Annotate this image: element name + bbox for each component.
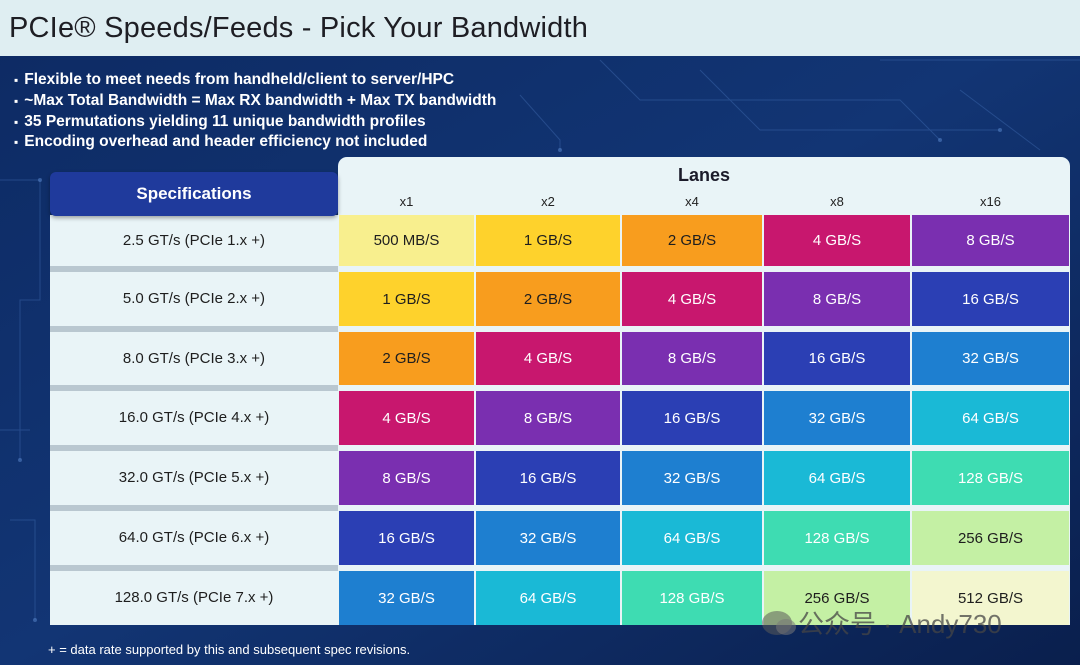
bandwidth-cell: 4 GB/S (476, 332, 620, 385)
bandwidth-cell: 16 GB/S (476, 451, 620, 505)
bandwidth-cell: 128 GB/S (912, 451, 1069, 505)
lanes-header-panel: Lanes x1 x2 x4 x8 x16 (338, 157, 1070, 215)
bullet-item: Encoding overhead and header efficiency … (14, 132, 496, 153)
bandwidth-cell: 4 GB/S (339, 391, 474, 445)
bandwidth-cell: 16 GB/S (339, 511, 474, 565)
specifications-column (50, 215, 338, 625)
bandwidth-cell: 128 GB/S (764, 511, 910, 565)
bullet-list: Flexible to meet needs from handheld/cli… (14, 70, 496, 153)
bandwidth-cell: 32 GB/S (912, 332, 1069, 385)
bandwidth-cell: 1 GB/S (339, 272, 474, 326)
bandwidth-cell: 4 GB/S (622, 272, 762, 326)
bandwidth-cell: 500 MB/S (339, 215, 474, 266)
lane-label-x2: x2 (541, 194, 555, 209)
bandwidth-cell: 32 GB/S (339, 571, 474, 625)
lane-label-x16: x16 (980, 194, 1001, 209)
bandwidth-cell: 16 GB/S (912, 272, 1069, 326)
bandwidth-cell: 32 GB/S (764, 391, 910, 445)
bandwidth-cell: 2 GB/S (622, 215, 762, 266)
title-bar: PCIe® Speeds/Feeds - Pick Your Bandwidth (0, 0, 1080, 56)
bandwidth-cell: 16 GB/S (622, 391, 762, 445)
bandwidth-cell: 64 GB/S (476, 571, 620, 625)
footnote: + = data rate supported by this and subs… (48, 642, 411, 657)
bullet-item: ~Max Total Bandwidth = Max RX bandwidth … (14, 91, 496, 112)
spec-row-label: 8.0 GT/s (PCIe 3.x +) (50, 332, 338, 391)
lane-label-x1: x1 (399, 194, 414, 209)
bandwidth-cell: 256 GB/S (764, 571, 910, 625)
bandwidth-cell: 8 GB/S (476, 391, 620, 445)
bandwidth-cell: 128 GB/S (622, 571, 762, 625)
bandwidth-cell: 64 GB/S (912, 391, 1069, 445)
spec-row-label: 16.0 GT/s (PCIe 4.x +) (50, 391, 338, 451)
page-title: PCIe® Speeds/Feeds - Pick Your Bandwidth (9, 12, 589, 44)
bandwidth-cell: 32 GB/S (622, 451, 762, 505)
lane-label-x4: x4 (685, 194, 699, 209)
bandwidth-cell: 8 GB/S (339, 451, 474, 505)
lanes-heading: Lanes (677, 165, 731, 185)
bandwidth-cell: 4 GB/S (764, 215, 910, 266)
spec-row-label: 2.5 GT/s (PCIe 1.x +) (50, 215, 338, 272)
bandwidth-cell: 64 GB/S (764, 451, 910, 505)
bandwidth-cell: 256 GB/S (912, 511, 1069, 565)
bandwidth-cell: 8 GB/S (764, 272, 910, 326)
lane-label-x8: x8 (830, 194, 844, 209)
spec-row-label: 64.0 GT/s (PCIe 6.x +) (50, 511, 338, 571)
bullet-item: 35 Permutations yielding 11 unique bandw… (14, 112, 496, 133)
bandwidth-cell: 16 GB/S (764, 332, 910, 385)
bandwidth-cell: 64 GB/S (622, 511, 762, 565)
bandwidth-cell: 8 GB/S (912, 215, 1069, 266)
bandwidth-cell: 1 GB/S (476, 215, 620, 266)
bandwidth-cell: 32 GB/S (476, 511, 620, 565)
bandwidth-cell: 2 GB/S (476, 272, 620, 326)
spec-row-label: 5.0 GT/s (PCIe 2.x +) (50, 272, 338, 332)
bullet-item: Flexible to meet needs from handheld/cli… (14, 70, 496, 91)
bandwidth-cell: 512 GB/S (912, 571, 1069, 625)
spec-row-label: 32.0 GT/s (PCIe 5.x +) (50, 451, 338, 511)
specifications-header: Specifications (50, 172, 338, 216)
bandwidth-cell: 2 GB/S (339, 332, 474, 385)
spec-row-label: 128.0 GT/s (PCIe 7.x +) (114, 589, 274, 606)
bandwidth-cell: 8 GB/S (622, 332, 762, 385)
